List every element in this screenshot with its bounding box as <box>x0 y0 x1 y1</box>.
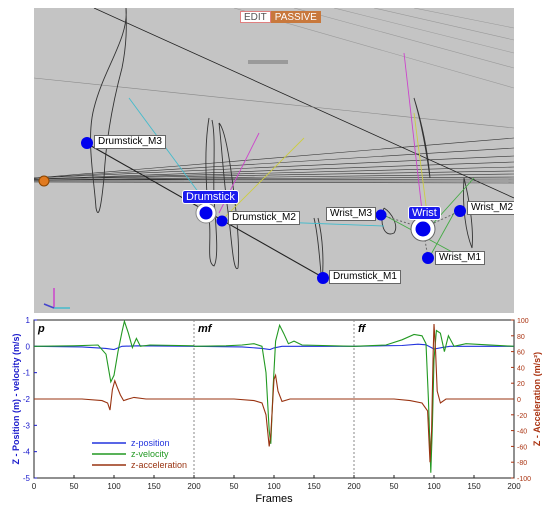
passive-mode-button[interactable]: PASSIVE <box>270 11 321 23</box>
series-line-z-acceleration <box>34 379 194 411</box>
y-right-tick-label: -80 <box>517 460 527 467</box>
y-left-tick-label: -3 <box>23 421 31 430</box>
legend-entry: z-position <box>131 438 170 448</box>
mode-toolbar: EDIT PASSIVE <box>240 11 321 23</box>
y-left-axis-label: Z - Position (m) - velocity (m/s) <box>11 333 21 464</box>
y-right-tick-label: 80 <box>517 334 525 341</box>
series-line-z-velocity <box>353 329 515 473</box>
scene-svg <box>34 8 514 309</box>
y-right-axis-label: Z - Acceleration (m/s²) <box>532 352 542 446</box>
x-tick-label: 100 <box>107 482 121 491</box>
series-line-z-acceleration <box>194 373 354 447</box>
y-right-tick-label: -20 <box>517 413 527 420</box>
y-right-tick-label: 40 <box>517 365 525 372</box>
edit-mode-button[interactable]: EDIT <box>240 11 271 23</box>
x-tick-label: 100 <box>267 482 281 491</box>
y-right-tick-label: -100 <box>517 476 531 483</box>
y-left-tick-label: -5 <box>23 474 31 483</box>
series-line-z-acceleration <box>354 323 514 463</box>
x-tick-label: 50 <box>390 482 399 491</box>
marker-drumstick[interactable] <box>199 206 213 220</box>
series-line-z-position <box>33 345 195 351</box>
grey-bar <box>248 60 288 64</box>
label-wrist-m1[interactable]: Wrist_M1 <box>435 251 486 265</box>
x-tick-label: 100 <box>427 482 441 491</box>
x-tick-label: 200 <box>347 482 361 491</box>
x-axis-label: Frames <box>255 493 293 505</box>
y-right-tick-label: -60 <box>517 444 527 451</box>
kinematics-plots: 1 0 -1 -2 -3 -4 -5 100 80 60 40 20 0 -20 -40 -60 -80 -100… <box>0 313 550 508</box>
y-left-tick-label: 0 <box>26 342 31 351</box>
x-tick-label: 50 <box>230 482 239 491</box>
y-left-tick-label: 1 <box>26 316 31 325</box>
label-drumstick-m2[interactable]: Drumstick_M2 <box>228 211 300 225</box>
label-drumstick[interactable]: Drumstick <box>182 190 239 204</box>
x-tick-label: 200 <box>187 482 201 491</box>
axis-gizmo <box>43 288 70 309</box>
legend-entry: z-velocity <box>131 449 169 459</box>
y-right-tick-label: -40 <box>517 429 527 436</box>
label-drumstick-m1[interactable]: Drumstick_M1 <box>329 270 401 284</box>
label-wrist[interactable]: Wrist <box>408 206 441 220</box>
x-tick-label: 150 <box>147 482 161 491</box>
x-tick-label: 0 <box>32 482 37 491</box>
y-right-tick-label: 20 <box>517 381 525 388</box>
marker-drumstick-m1[interactable] <box>317 272 329 284</box>
trajectories <box>90 8 473 284</box>
origin-marker[interactable] <box>38 175 50 187</box>
series-line-z-position <box>193 345 354 351</box>
y-right-tick-label: 100 <box>517 318 529 325</box>
plot-frame <box>33 319 515 479</box>
panel-label: p <box>37 323 45 335</box>
marker-drumstick-m3[interactable] <box>81 137 93 149</box>
floor-grid <box>34 8 514 199</box>
label-wrist-m3[interactable]: Wrist_M3 <box>326 207 377 221</box>
panel-label: ff <box>358 323 366 335</box>
series-line-z-position <box>353 343 514 350</box>
label-wrist-m2[interactable]: Wrist_M2 <box>467 201 514 215</box>
marker-wrist-m1[interactable] <box>422 252 434 264</box>
panel-label: mf <box>198 323 213 335</box>
y-right-tick-label: 0 <box>517 397 521 404</box>
label-drumstick-m3[interactable]: Drumstick_M3 <box>94 135 166 149</box>
y-left-tick-label: -4 <box>23 448 31 457</box>
x-tick-label: 150 <box>467 482 481 491</box>
series-line-z-velocity <box>33 319 195 384</box>
kinematics-chart: 10-1-2-3-4-5100806040200-20-40-60-80-100… <box>11 316 542 505</box>
motion-capture-viewport[interactable]: EDIT PASSIVE Drumstick_M3 Drumstick Drum… <box>34 8 514 313</box>
marker-wrist-m2[interactable] <box>454 205 466 217</box>
marker-wrist[interactable] <box>415 221 431 237</box>
x-tick-label: 150 <box>307 482 321 491</box>
legend-entry: z-acceleration <box>131 460 187 470</box>
marker-drumstick-m2[interactable] <box>216 215 228 227</box>
x-tick-label: 200 <box>507 482 521 491</box>
x-tick-label: 50 <box>70 482 79 491</box>
y-left-tick-label: -2 <box>23 395 31 404</box>
y-left-tick-label: -1 <box>23 369 31 378</box>
y-right-tick-label: 60 <box>517 350 525 357</box>
marker-wrist-m3[interactable] <box>375 209 387 221</box>
